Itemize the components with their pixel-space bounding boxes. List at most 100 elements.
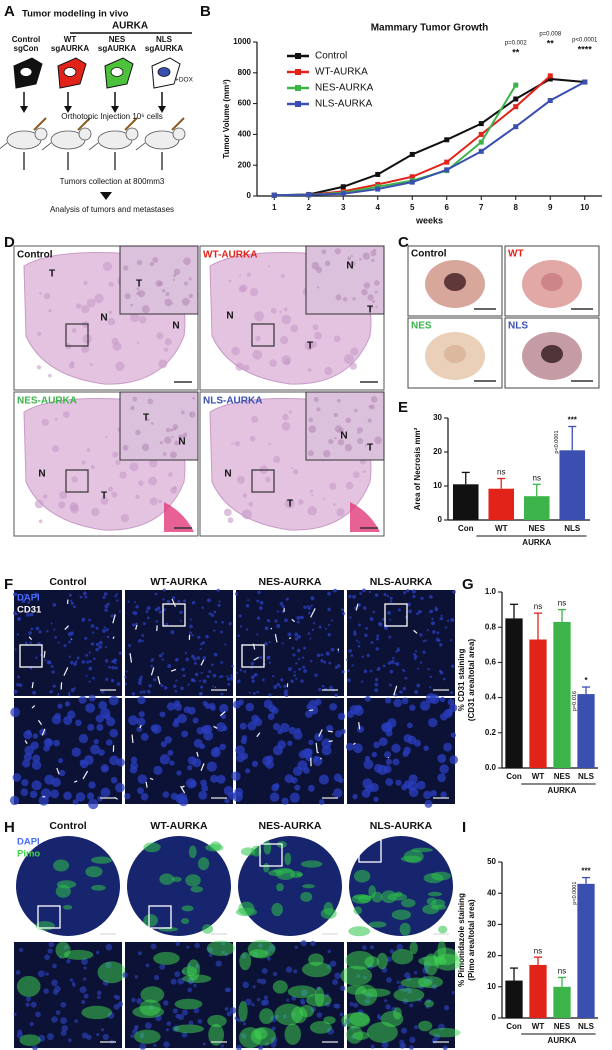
nucleus (191, 679, 194, 682)
x-tick-label: 8 (514, 203, 519, 212)
nucleus (144, 1022, 152, 1029)
nucleus (67, 710, 76, 719)
tissue-texture (309, 489, 314, 494)
nucleus (318, 625, 322, 629)
mouse-head (78, 127, 92, 141)
nucleus (140, 792, 149, 801)
nucleus (90, 624, 95, 628)
tissue-texture (105, 435, 108, 439)
nucleus (46, 1033, 54, 1041)
nucleus (348, 649, 353, 653)
data-point (513, 104, 519, 110)
data-point (478, 148, 484, 154)
nucleus (96, 995, 101, 1000)
nucleus (327, 591, 331, 596)
legend-marker (295, 53, 301, 59)
nucleus (382, 664, 386, 668)
nucleus (436, 631, 440, 635)
nucleus (86, 792, 95, 800)
nucleus (95, 626, 99, 630)
nucleus (237, 679, 241, 684)
nucleus (175, 941, 180, 946)
tissue-texture (234, 441, 240, 447)
nucleus (97, 795, 103, 802)
nucleus (50, 789, 60, 799)
data-point (340, 191, 346, 197)
nucleus (210, 613, 215, 617)
bar (452, 484, 479, 520)
nucleus (183, 599, 187, 603)
nucleus (216, 722, 226, 732)
x-tick-label: WT (532, 1022, 545, 1031)
nucleus (175, 1013, 181, 1019)
nucleus (325, 724, 334, 733)
nucleus (385, 697, 392, 704)
nucleus (70, 631, 74, 636)
nucleus (351, 664, 354, 667)
pimo-signal (346, 984, 367, 995)
nucleus (71, 747, 82, 757)
nucleus (397, 648, 400, 652)
nucleus (334, 693, 338, 697)
nucleus (327, 632, 331, 637)
nucleus (104, 608, 108, 612)
nucleus (164, 736, 172, 744)
nucleus (330, 647, 335, 652)
tissue-texture (283, 358, 291, 366)
nucleus (105, 645, 108, 649)
nucleus (304, 710, 313, 718)
tissue-texture (268, 442, 271, 446)
nucleus (159, 711, 166, 718)
nucleus (146, 606, 151, 611)
pimo-signal (309, 1021, 332, 1034)
y-axis-label: (CD31 area/total area) (467, 639, 476, 722)
inset-texture (183, 432, 188, 437)
inset-texture (183, 257, 191, 266)
pimo-signal (364, 956, 380, 968)
pimo-signal (55, 941, 71, 959)
micrograph-bg (14, 590, 122, 696)
cd31-signal (288, 637, 292, 640)
nucleus (432, 630, 436, 634)
nucleus (377, 1014, 381, 1018)
nucleus (437, 639, 441, 643)
inset-texture (371, 299, 376, 304)
nucleus (237, 699, 244, 706)
tissue-texture (243, 364, 250, 371)
pimo-signal (143, 914, 158, 927)
nucleus (384, 999, 388, 1003)
pimo-signal (240, 847, 256, 856)
tissue-texture (241, 509, 252, 520)
nucleus (31, 760, 42, 770)
condition-label: NES (109, 35, 126, 44)
panel-letter: F (4, 576, 13, 593)
nucleus (162, 598, 165, 601)
nucleus (236, 1044, 242, 1050)
nucleus (293, 670, 296, 674)
micrograph (14, 834, 122, 940)
inset-texture (135, 429, 141, 436)
tissue-texture (239, 274, 242, 277)
nucleus (253, 673, 257, 677)
micrograph (345, 693, 459, 808)
y-axis-label: Tumor Volume (mm³) (222, 79, 231, 159)
tissue-texture (107, 317, 116, 326)
nucleus (127, 600, 130, 603)
tissue-texture (71, 328, 77, 333)
nucleus (83, 966, 87, 970)
nucleus (334, 972, 341, 980)
data-point (547, 98, 553, 104)
nucleus (174, 690, 178, 693)
nucleus (191, 634, 194, 637)
nucleus (330, 619, 333, 622)
nucleus (68, 640, 71, 644)
nucleus (300, 940, 307, 947)
nucleus (362, 588, 366, 593)
nucleus (406, 722, 413, 729)
nucleus (96, 1033, 100, 1037)
nucleus (210, 774, 219, 783)
nucleus (69, 660, 74, 665)
nucleus (68, 593, 72, 597)
nucleus (323, 661, 327, 664)
